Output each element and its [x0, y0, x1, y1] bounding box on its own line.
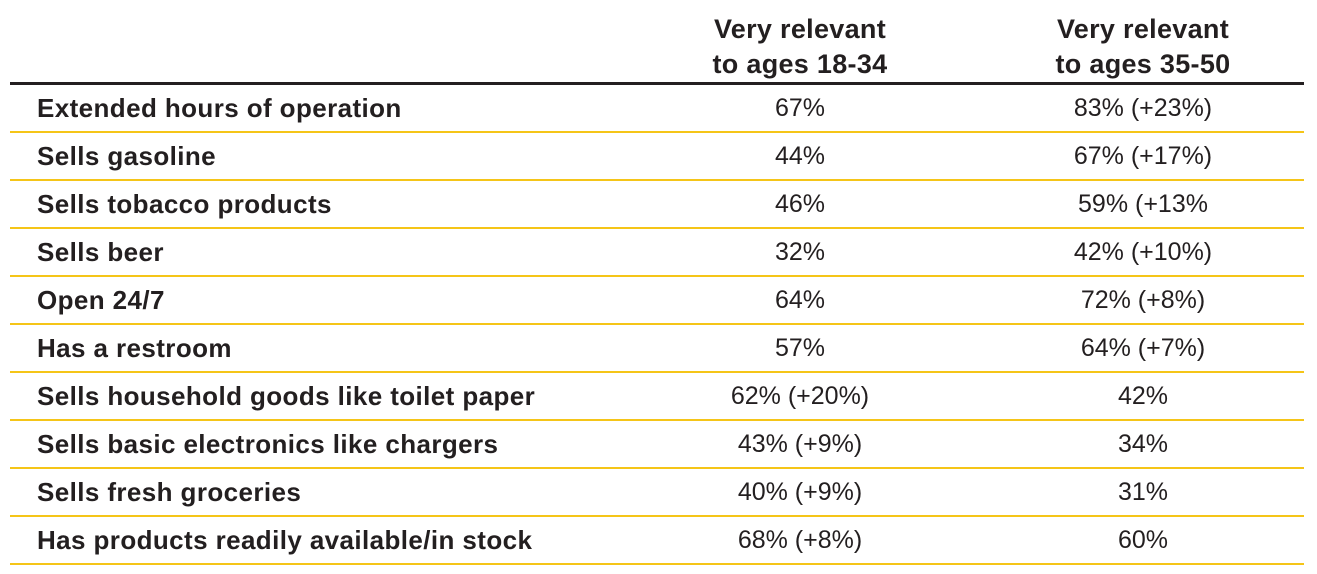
value-ages-35-50: 60%	[1117, 526, 1169, 554]
row-label: Sells gasoline	[37, 141, 217, 171]
table-row: Has a restroom 57% 64% (+7%)	[10, 325, 1304, 373]
table-row: Sells basic electronics like chargers 43…	[10, 421, 1304, 469]
row-label: Sells fresh groceries	[37, 477, 302, 507]
column-header-line: to ages 35-50	[1055, 49, 1231, 79]
value-ages-18-34: 57%	[774, 334, 826, 362]
value-ages-35-50: 42% (+10%)	[1073, 238, 1213, 266]
value-ages-18-34: 40% (+9%)	[737, 478, 863, 506]
table-header: Very relevant to ages 18-34 Very relevan…	[10, 0, 1304, 85]
table-row: Sells household goods like toilet paper …	[10, 373, 1304, 421]
table-row: Sells gasoline 44% 67% (+17%)	[10, 133, 1304, 181]
value-ages-18-34: 32%	[774, 238, 826, 266]
value-ages-18-34: 46%	[774, 190, 826, 218]
row-label: Has a restroom	[37, 333, 232, 363]
value-ages-35-50: 31%	[1117, 478, 1169, 506]
value-ages-35-50: 64% (+7%)	[1080, 334, 1206, 362]
value-ages-35-50: 67% (+17%)	[1073, 142, 1213, 170]
row-label: Open 24/7	[37, 285, 165, 315]
value-ages-18-34: 68% (+8%)	[737, 526, 863, 554]
value-ages-18-34: 67%	[774, 94, 826, 122]
table-row: Extended hours of operation 67% 83% (+23…	[10, 85, 1304, 133]
value-ages-35-50: 42%	[1117, 382, 1169, 410]
row-label: Has products readily available/in stock	[37, 525, 533, 555]
row-label: Sells basic electronics like chargers	[37, 429, 499, 459]
column-header-line: Very relevant	[1056, 14, 1230, 44]
row-label: Extended hours of operation	[37, 93, 402, 123]
value-ages-18-34: 62% (+20%)	[730, 382, 870, 410]
value-ages-18-34: 44%	[774, 142, 826, 170]
column-header-ages-35-50: Very relevant to ages 35-50	[1013, 12, 1273, 82]
value-ages-18-34: 64%	[774, 286, 826, 314]
row-label: Sells tobacco products	[37, 189, 332, 219]
column-header-line: Very relevant	[713, 14, 887, 44]
table-row: Has products readily available/in stock …	[10, 517, 1304, 565]
row-label: Sells household goods like toilet paper	[37, 381, 536, 411]
value-ages-35-50: 34%	[1117, 430, 1169, 458]
table-row: Sells tobacco products 46% 59% (+13%	[10, 181, 1304, 229]
value-ages-35-50: 59% (+13%	[1078, 190, 1208, 218]
column-header-line: to ages 18-34	[712, 49, 888, 79]
table-row: Sells beer 32% 42% (+10%)	[10, 229, 1304, 277]
table-row: Sells fresh groceries 40% (+9%) 31%	[10, 469, 1304, 517]
value-ages-35-50: 72% (+8%)	[1080, 286, 1206, 314]
comparison-table: Very relevant to ages 18-34 Very relevan…	[10, 0, 1304, 565]
value-ages-35-50: 83% (+23%)	[1073, 94, 1213, 122]
row-label: Sells beer	[37, 237, 164, 267]
table-row: Open 24/7 64% 72% (+8%)	[10, 277, 1304, 325]
column-header-ages-18-34: Very relevant to ages 18-34	[670, 12, 930, 82]
value-ages-18-34: 43% (+9%)	[737, 430, 863, 458]
